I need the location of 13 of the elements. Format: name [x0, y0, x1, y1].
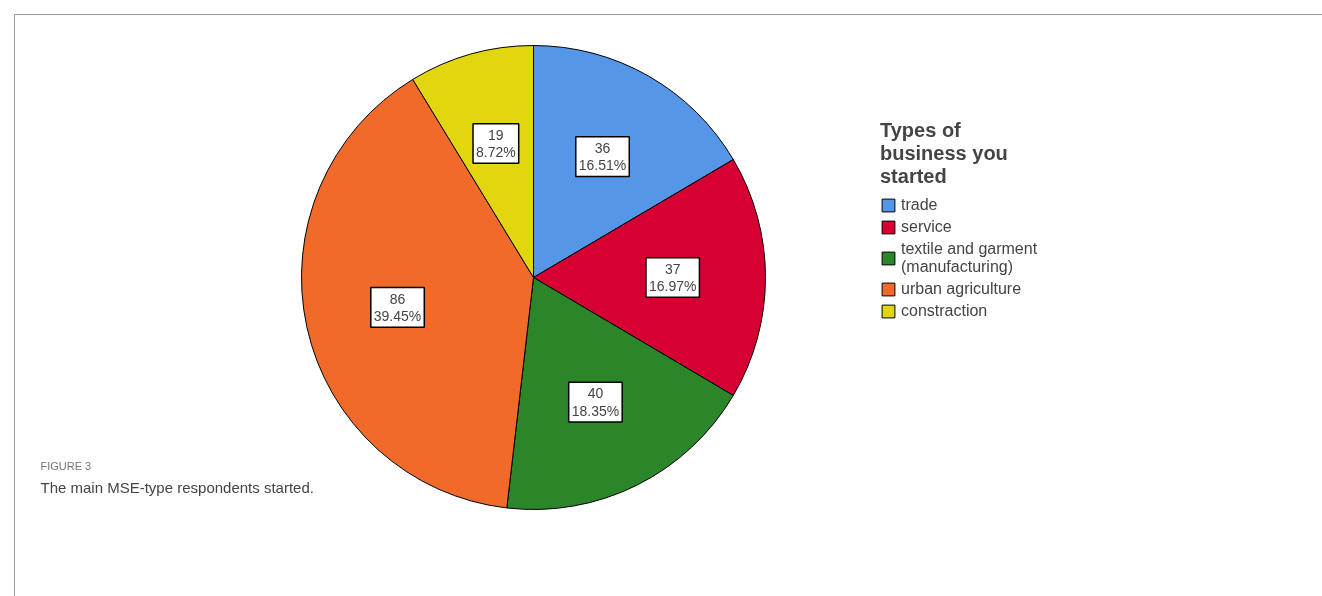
legend-label: textile and garment (manufacturing): [901, 240, 1038, 276]
caption: FIGURE 3: [40, 459, 92, 472]
data-label: 40 18.35%: [571, 385, 620, 419]
legend-label: trade: [901, 196, 938, 214]
text: The main MSE-type respondents started.: [40, 479, 314, 496]
data-label: 36 16.51%: [578, 139, 627, 174]
legend-label: constraction: [901, 302, 988, 320]
data-label: 19 8.72%: [476, 126, 516, 161]
legend-label: urban agriculture: [901, 280, 1022, 298]
data-label: 37 16.97%: [648, 260, 697, 295]
data-label: 86 39.45%: [373, 290, 422, 325]
legend-title: Types of business you started: [880, 119, 1009, 188]
legend-label: service: [901, 218, 952, 236]
